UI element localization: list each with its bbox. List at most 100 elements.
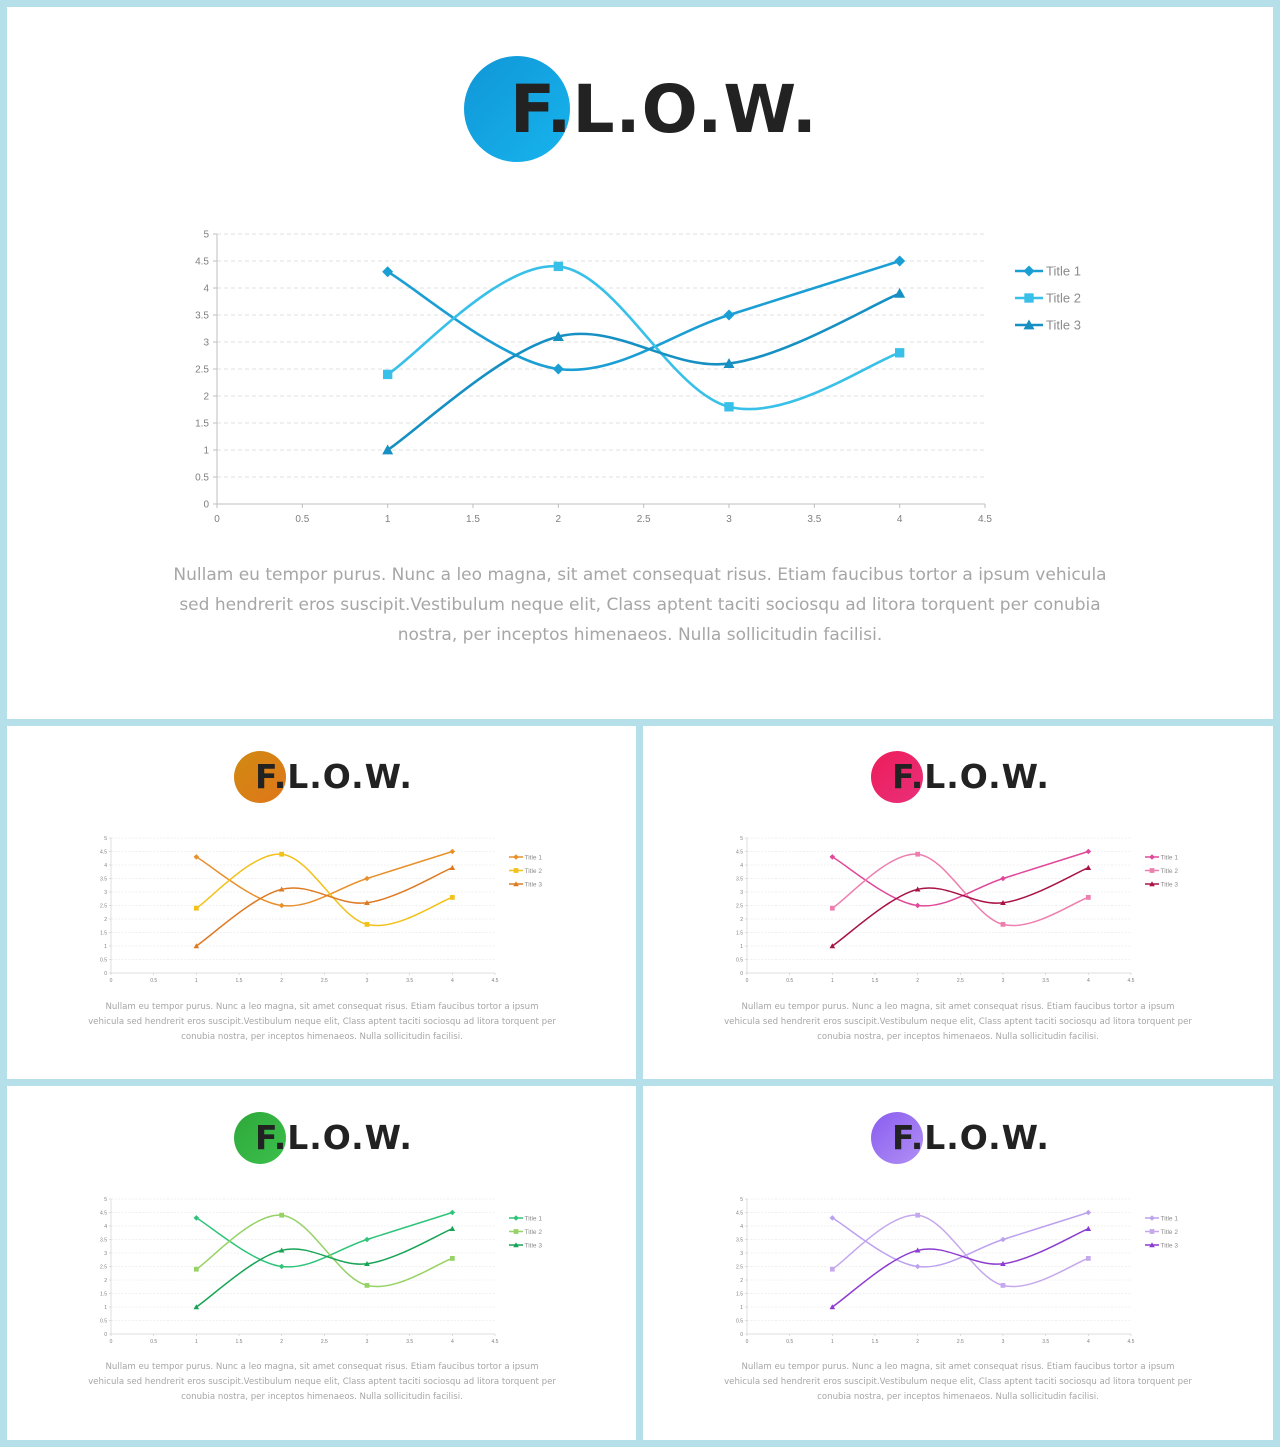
y-tick-label: 3.5 <box>100 876 107 882</box>
y-tick-label: 0 <box>203 500 209 511</box>
y-tick-label: 1.5 <box>100 930 107 936</box>
series-line-2 <box>831 853 1090 927</box>
x-tick-label: 3.5 <box>406 978 413 984</box>
marker-square <box>894 348 905 358</box>
x-tick-label: 2.5 <box>321 1339 328 1345</box>
legend-label: Title 1 <box>1161 1215 1179 1222</box>
line-chart: 0 0.5 1 1.5 2 2.5 3 3.5 4 4.5 5 0 0.5 1 1.5 2 2.5 3 3.5 4 4.… <box>100 1197 543 1345</box>
y-tick-label: 5 <box>740 836 743 842</box>
logo-text: F.L.O.W. <box>255 1118 413 1157</box>
x-tick-label: 0 <box>110 978 113 984</box>
marker-square <box>1085 895 1091 900</box>
legend-label: Title 3 <box>1161 1242 1179 1249</box>
marker-square <box>1149 1229 1155 1234</box>
series-line-3 <box>195 866 454 947</box>
marker-triangle <box>364 1261 370 1267</box>
x-tick-label: 0.5 <box>786 978 793 984</box>
y-tick-label: 2.5 <box>736 1264 743 1270</box>
x-tick-label: 3 <box>1002 1339 1005 1345</box>
x-tick-label: 3.5 <box>807 514 821 525</box>
marker-square <box>513 868 519 873</box>
x-tick-label: 4.5 <box>978 514 992 525</box>
x-tick-label: 2.5 <box>321 978 328 984</box>
marker-triangle <box>1000 1261 1006 1267</box>
y-tick-label: 0 <box>740 1332 743 1338</box>
series-line-3 <box>195 1227 454 1308</box>
y-tick-label: 2.5 <box>100 1264 107 1270</box>
marker-diamond <box>829 854 836 860</box>
marker-triangle <box>193 1304 200 1310</box>
x-tick-label: 4.5 <box>492 1339 499 1345</box>
x-tick-label: 1 <box>195 1339 198 1345</box>
y-tick-label: 1.5 <box>100 1291 107 1297</box>
marker-diamond <box>382 266 394 278</box>
marker-triangle <box>552 331 564 341</box>
marker-triangle <box>1000 900 1006 906</box>
marker-triangle <box>914 1247 921 1253</box>
marker-diamond <box>193 1215 200 1221</box>
x-tick-label: 0.5 <box>150 978 157 984</box>
marker-square <box>1024 293 1034 303</box>
x-tick-label: 2 <box>916 978 919 984</box>
legend-label: Title 2 <box>1161 1229 1179 1236</box>
slide-purple: F.L.O.W. 0 0.5 1 1.5 2 2.5 3 3.5 4 4.5 5 0 0.5 1 1.5 2 2… <box>643 1086 1273 1440</box>
marker-diamond <box>552 363 564 375</box>
x-tick-label: 2 <box>280 978 283 984</box>
slide-pink: F.L.O.W. 0 0.5 1 1.5 2 2.5 3 3.5 4 4.5 5 0 0.5 1 1.5 2 2… <box>643 726 1273 1079</box>
x-tick-label: 4 <box>1087 978 1090 984</box>
line-chart: 0 0.5 1 1.5 2 2.5 3 3.5 4 4.5 5 0 0.5 1 1.5 2 2.5 3 3.5 4 4.… <box>195 230 1081 526</box>
x-tick-label: 3 <box>366 1339 369 1345</box>
marker-diamond <box>449 848 456 855</box>
x-tick-label: 3.5 <box>1042 978 1049 984</box>
marker-square <box>193 1266 199 1272</box>
legend-label: Title 3 <box>525 881 543 888</box>
x-tick-label: 3.5 <box>406 1339 413 1345</box>
slide-main: F.L.O.W. 0 0.5 1 1.5 2 2.5 3 3.5 4 4.5 5 0 0.5 1 1.5 2 2… <box>7 7 1273 719</box>
marker-square <box>829 1266 835 1272</box>
marker-square <box>829 905 835 911</box>
series-line-2 <box>831 1214 1090 1288</box>
series-line-2 <box>386 265 901 411</box>
marker-square <box>193 905 199 911</box>
x-tick-label: 0.5 <box>150 1339 157 1345</box>
marker-square <box>449 895 455 900</box>
x-tick-label: 4 <box>1087 1339 1090 1345</box>
y-tick-label: 2.5 <box>195 365 209 376</box>
y-tick-label: 5 <box>104 1197 107 1203</box>
marker-diamond <box>449 1209 456 1216</box>
marker-triangle <box>1149 881 1155 887</box>
marker-triangle <box>364 900 370 906</box>
marker-diamond <box>723 309 735 321</box>
y-tick-label: 0.5 <box>195 473 209 484</box>
legend-label: Title 2 <box>1046 291 1081 306</box>
y-tick-label: 1 <box>740 1305 743 1311</box>
y-tick-label: 3.5 <box>100 1237 107 1243</box>
marker-square <box>382 369 393 380</box>
y-tick-label: 5 <box>740 1197 743 1203</box>
logo-circle <box>234 1112 286 1164</box>
series-line-3 <box>831 866 1090 947</box>
y-tick-label: 2.5 <box>100 903 107 909</box>
marker-triangle <box>513 1242 519 1248</box>
caption: Nullam eu tempor purus. Nunc a leo magna… <box>173 565 1107 645</box>
marker-triangle <box>382 444 394 455</box>
caption: Nullam eu tempor purus. Nunc a leo magna… <box>724 1002 1192 1042</box>
y-tick-label: 0.5 <box>100 957 107 963</box>
marker-square <box>1000 1283 1006 1288</box>
legend-label: Title 2 <box>525 868 543 875</box>
line-chart: 0 0.5 1 1.5 2 2.5 3 3.5 4 4.5 5 0 0.5 1 1.5 2 2.5 3 3.5 4 4.… <box>736 1197 1179 1345</box>
y-tick-label: 4 <box>104 863 107 869</box>
slide-green: F.L.O.W. 0 0.5 1 1.5 2 2.5 3 3.5 4 4.5 5 0 0.5 1 1.5 2 2… <box>7 1086 636 1440</box>
y-tick-label: 2 <box>104 1278 107 1284</box>
marker-diamond <box>1023 265 1035 277</box>
x-tick-label: 2 <box>916 1339 919 1345</box>
marker-diamond <box>914 902 921 909</box>
marker-square <box>513 1229 519 1234</box>
series-line-3 <box>831 1227 1090 1308</box>
x-tick-label: 0 <box>746 978 749 984</box>
y-tick-label: 4.5 <box>736 849 743 855</box>
series-line-3 <box>386 292 901 452</box>
line-chart: 0 0.5 1 1.5 2 2.5 3 3.5 4 4.5 5 0 0.5 1 1.5 2 2.5 3 3.5 4 4.… <box>736 836 1178 984</box>
marker-triangle <box>278 1247 285 1253</box>
legend-label: Title 1 <box>525 1215 543 1222</box>
